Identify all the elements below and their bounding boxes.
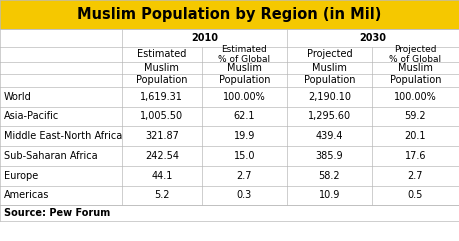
Bar <box>0 29 459 47</box>
Bar <box>0 0 459 29</box>
Text: Muslim: Muslim <box>312 63 347 73</box>
Text: 2.7: 2.7 <box>408 171 423 181</box>
Text: 20.1: 20.1 <box>405 131 426 141</box>
Bar <box>0 87 459 107</box>
Bar <box>0 74 459 87</box>
Text: 385.9: 385.9 <box>315 151 343 161</box>
Text: Europe: Europe <box>4 171 38 181</box>
Text: 321.87: 321.87 <box>145 131 179 141</box>
Text: 44.1: 44.1 <box>151 171 173 181</box>
Text: 15.0: 15.0 <box>234 151 255 161</box>
Text: Estimated
% of Global: Estimated % of Global <box>218 45 270 64</box>
Text: Sub-Saharan Africa: Sub-Saharan Africa <box>4 151 97 161</box>
Text: Estimated: Estimated <box>137 49 186 59</box>
Bar <box>0 62 459 74</box>
Text: 242.54: 242.54 <box>145 151 179 161</box>
Text: 17.6: 17.6 <box>405 151 426 161</box>
Text: Asia-Pacific: Asia-Pacific <box>4 111 59 121</box>
Text: 2010: 2010 <box>191 33 218 43</box>
Text: Muslim: Muslim <box>145 63 179 73</box>
Text: 100.00%: 100.00% <box>223 92 266 102</box>
Text: 1,295.60: 1,295.60 <box>308 111 351 121</box>
Text: World: World <box>4 92 31 102</box>
Bar <box>0 47 459 62</box>
Text: Muslim Population by Region (in Mil): Muslim Population by Region (in Mil) <box>77 7 382 22</box>
Text: 439.4: 439.4 <box>316 131 343 141</box>
Text: Muslim: Muslim <box>227 63 262 73</box>
Bar <box>0 205 459 221</box>
Text: 2030: 2030 <box>359 33 386 43</box>
Text: 59.2: 59.2 <box>404 111 426 121</box>
Text: 100.00%: 100.00% <box>394 92 437 102</box>
Bar <box>0 166 459 186</box>
Text: 1,005.50: 1,005.50 <box>140 111 183 121</box>
Text: Muslim: Muslim <box>398 63 433 73</box>
Text: Projected: Projected <box>307 49 352 59</box>
Bar <box>0 186 459 205</box>
Text: 1,619.31: 1,619.31 <box>140 92 183 102</box>
Text: Population: Population <box>390 75 441 86</box>
Bar <box>0 107 459 126</box>
Text: Population: Population <box>136 75 188 86</box>
Text: 62.1: 62.1 <box>234 111 255 121</box>
Text: Middle East-North Africa: Middle East-North Africa <box>4 131 122 141</box>
Text: 10.9: 10.9 <box>319 190 340 201</box>
Text: 0.3: 0.3 <box>237 190 252 201</box>
Text: Population: Population <box>218 75 270 86</box>
Text: Americas: Americas <box>4 190 49 201</box>
Text: 5.2: 5.2 <box>154 190 169 201</box>
Text: 19.9: 19.9 <box>234 131 255 141</box>
Text: Source: Pew Forum: Source: Pew Forum <box>4 208 110 218</box>
Text: 2.7: 2.7 <box>237 171 252 181</box>
Text: 58.2: 58.2 <box>319 171 340 181</box>
Text: Population: Population <box>303 75 355 86</box>
Bar <box>0 146 459 166</box>
Bar <box>0 126 459 146</box>
Text: Projected
% of Global: Projected % of Global <box>389 45 442 64</box>
Text: 2,190.10: 2,190.10 <box>308 92 351 102</box>
Text: 0.5: 0.5 <box>408 190 423 201</box>
